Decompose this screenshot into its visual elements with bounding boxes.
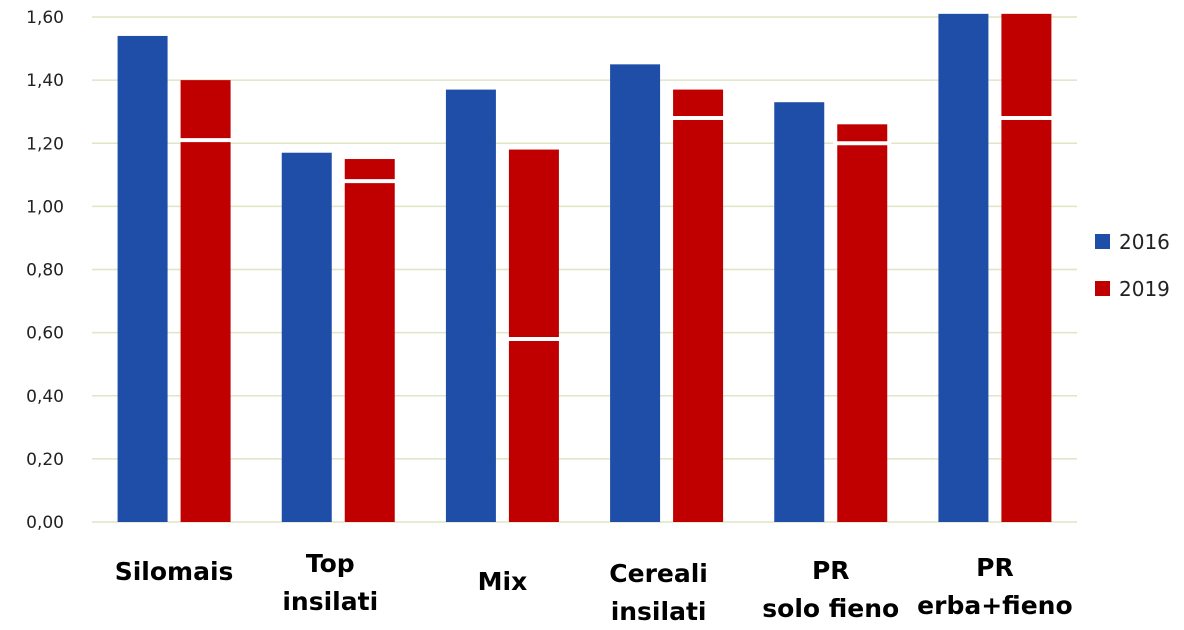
marker-lines — [176, 116, 1056, 341]
bar-2019 — [344, 159, 395, 522]
gridlines — [92, 16, 1077, 523]
y-axis-tick-labels: 0,00 0,20 0,40 0,60 0,80 1,00 1,20 1,40 1,60 — [26, 8, 64, 533]
y-tick-label: 0,00 — [26, 513, 64, 533]
bar-2016 — [117, 35, 168, 522]
y-tick-label: 0,60 — [26, 324, 64, 344]
bars — [117, 13, 1052, 522]
category-label: erba+fieno — [917, 591, 1072, 620]
bar-2019 — [673, 89, 724, 522]
category-label: Cereali — [609, 559, 708, 588]
bar-2019 — [1001, 13, 1052, 522]
x-axis-category-labels: Silomais Top insilati Mix Cereali insilati PR s… — [115, 549, 1073, 626]
y-tick-label: 0,20 — [26, 450, 64, 470]
category-label: Silomais — [115, 557, 234, 586]
category-label: PR — [812, 556, 850, 585]
category-label: insilati — [282, 587, 378, 616]
bar-2016 — [445, 89, 496, 522]
y-tick-label: 1,40 — [26, 71, 64, 91]
y-tick-label: 1,60 — [26, 8, 64, 28]
bar-2019 — [180, 80, 231, 522]
bar-2016 — [774, 102, 825, 522]
bar-2019 — [837, 124, 888, 522]
bar-2016 — [281, 152, 332, 522]
legend-label-2016: 2016 — [1119, 230, 1170, 254]
y-tick-label: 0,40 — [26, 387, 64, 407]
bar-2016 — [610, 64, 661, 522]
y-tick-label: 1,20 — [26, 134, 64, 154]
legend: 2016 2019 — [1095, 230, 1170, 301]
y-tick-label: 0,80 — [26, 261, 64, 281]
category-label: Mix — [478, 567, 528, 596]
bar-2016 — [938, 13, 989, 522]
legend-swatch-2016 — [1095, 234, 1110, 249]
category-label: solo fieno — [762, 594, 899, 623]
category-label: Top — [306, 549, 355, 578]
legend-label-2019: 2019 — [1119, 277, 1170, 301]
category-label: insilati — [611, 597, 707, 626]
category-label: PR — [976, 553, 1014, 582]
y-tick-label: 1,00 — [26, 197, 64, 217]
legend-swatch-2019 — [1095, 281, 1110, 296]
bar-2019 — [508, 149, 559, 522]
